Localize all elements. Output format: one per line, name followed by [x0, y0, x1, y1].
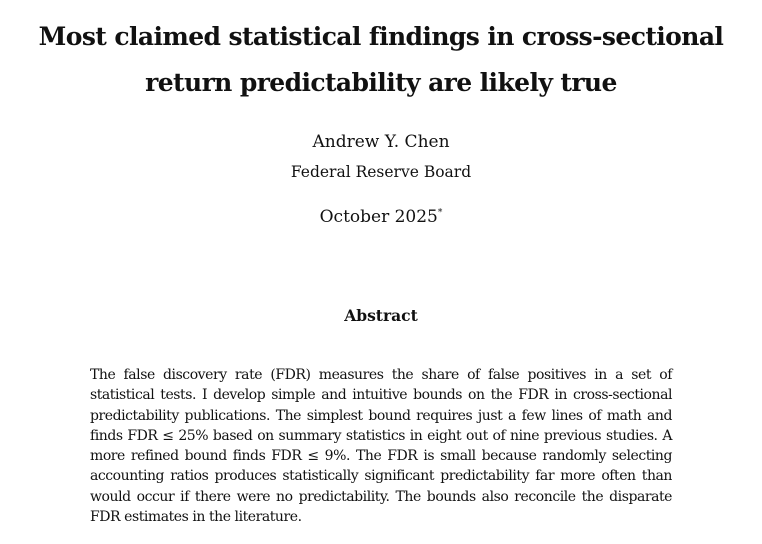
- publication-date: October 2025*: [0, 209, 762, 226]
- abstract-text: The false discovery rate (FDR) measures …: [90, 367, 672, 526]
- abstract-heading: Abstract: [344, 306, 418, 325]
- author-name: Andrew Y. Chen: [312, 132, 450, 152]
- paper-title-line-1: Most claimed statistical findings in cro…: [38, 22, 724, 51]
- author-affiliation: Federal Reserve Board: [290, 163, 472, 181]
- paper-title-line-2: return predictability are likely true: [145, 68, 617, 97]
- date-text: October 2025: [319, 207, 438, 227]
- date-footnote-mark: *: [437, 208, 443, 218]
